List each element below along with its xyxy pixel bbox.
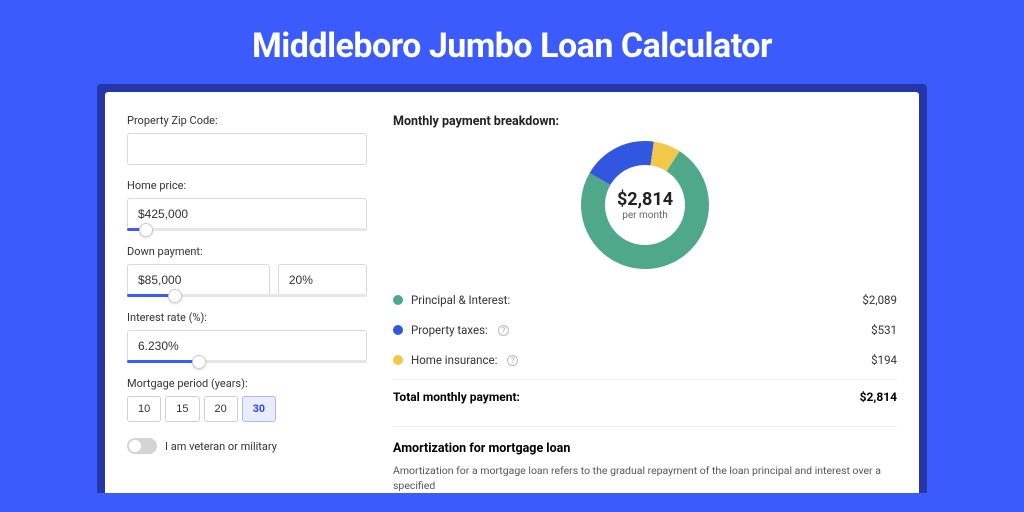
- total-row: Total monthly payment: $2,814: [393, 379, 897, 416]
- down-payment-input[interactable]: [127, 264, 270, 296]
- amortization-title: Amortization for mortgage loan: [393, 426, 897, 456]
- home-price-slider[interactable]: [127, 228, 367, 231]
- breakdown-row-value: $531: [871, 323, 897, 337]
- info-icon[interactable]: ?: [498, 325, 509, 336]
- breakdown-title: Monthly payment breakdown:: [393, 114, 897, 129]
- page-title: Middleboro Jumbo Loan Calculator: [0, 0, 1024, 84]
- zip-field: Property Zip Code:: [127, 114, 367, 165]
- donut-center: $2,814 per month: [617, 189, 673, 221]
- zip-input[interactable]: [127, 133, 367, 165]
- breakdown-row-value: $194: [871, 353, 897, 367]
- veteran-toggle[interactable]: [127, 438, 157, 454]
- down-payment-label: Down payment:: [127, 245, 367, 258]
- breakdown-column: Monthly payment breakdown: $2,814 per mo…: [393, 114, 897, 493]
- home-price-slider-thumb[interactable]: [139, 223, 153, 237]
- interest-rate-input[interactable]: [127, 330, 367, 362]
- breakdown-row-value: $2,089: [862, 293, 897, 307]
- calculator-card: Property Zip Code: Home price: Down paym…: [105, 92, 919, 493]
- mortgage-period-buttons: 10152030: [127, 396, 367, 422]
- swatch-icon: [393, 355, 403, 365]
- total-label: Total monthly payment:: [393, 390, 520, 404]
- down-payment-pct-input[interactable]: [278, 264, 367, 296]
- info-icon[interactable]: ?: [507, 355, 518, 366]
- breakdown-row: Principal & Interest: $2,089: [393, 285, 897, 315]
- donut-center-sub: per month: [617, 210, 673, 221]
- mortgage-period-field: Mortgage period (years): 10152030: [127, 377, 367, 422]
- zip-label: Property Zip Code:: [127, 114, 367, 127]
- veteran-row: I am veteran or military: [127, 438, 367, 454]
- donut-chart-wrap: $2,814 per month: [393, 135, 897, 281]
- breakdown-row: Property taxes:? $531: [393, 315, 897, 345]
- veteran-toggle-knob: [129, 440, 141, 452]
- period-button-10[interactable]: 10: [127, 396, 161, 422]
- total-value: $2,814: [860, 390, 897, 404]
- veteran-label: I am veteran or military: [165, 440, 277, 453]
- home-price-input[interactable]: [127, 198, 367, 230]
- donut-chart: $2,814 per month: [579, 139, 711, 271]
- period-button-30[interactable]: 30: [242, 396, 276, 422]
- interest-rate-label: Interest rate (%):: [127, 311, 367, 324]
- down-payment-slider[interactable]: [127, 294, 367, 297]
- swatch-icon: [393, 295, 403, 305]
- mortgage-period-label: Mortgage period (years):: [127, 377, 367, 390]
- home-price-field: Home price:: [127, 179, 367, 231]
- donut-center-value: $2,814: [617, 189, 673, 210]
- down-payment-slider-thumb[interactable]: [168, 289, 182, 303]
- home-price-label: Home price:: [127, 179, 367, 192]
- down-payment-field: Down payment:: [127, 245, 367, 297]
- amortization-text: Amortization for a mortgage loan refers …: [393, 464, 897, 493]
- interest-rate-field: Interest rate (%):: [127, 311, 367, 363]
- breakdown-rows: Principal & Interest: $2,089 Property taxe…: [393, 285, 897, 375]
- breakdown-row-label: Principal & Interest:: [411, 293, 510, 307]
- card-shadow: Property Zip Code: Home price: Down paym…: [97, 84, 927, 493]
- period-button-15[interactable]: 15: [165, 396, 199, 422]
- period-button-20[interactable]: 20: [204, 396, 238, 422]
- breakdown-row: Home insurance:? $194: [393, 345, 897, 375]
- breakdown-row-label: Home insurance:: [411, 353, 497, 367]
- interest-rate-slider[interactable]: [127, 360, 367, 363]
- swatch-icon: [393, 325, 403, 335]
- form-column: Property Zip Code: Home price: Down paym…: [127, 114, 367, 493]
- breakdown-row-label: Property taxes:: [411, 323, 488, 337]
- interest-rate-slider-thumb[interactable]: [192, 355, 206, 369]
- donut-segment: [590, 141, 654, 185]
